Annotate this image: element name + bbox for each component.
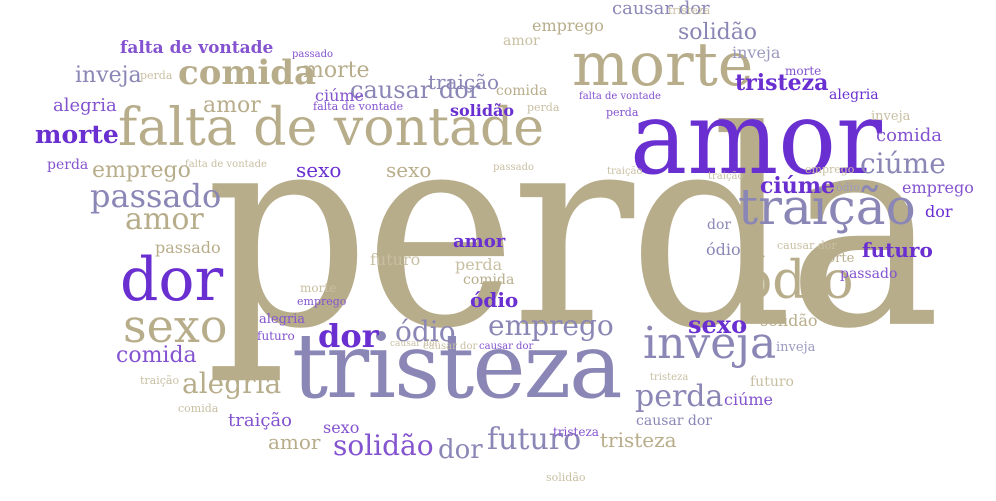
cloud-word-solidao-mid: solidão	[450, 101, 515, 120]
cloud-word-inveja-right: inveja	[871, 109, 911, 124]
cloud-word-emprego-top-right: emprego	[805, 163, 855, 176]
cloud-word-traicao-small: traição	[607, 166, 643, 177]
cloud-word-passado-mid: passado	[155, 238, 221, 257]
cloud-word-causar-dor-center: causar dor	[479, 341, 534, 352]
cloud-word-morte-mid: morte	[303, 58, 370, 83]
cloud-word-amor-mid: amor	[453, 231, 506, 252]
cloud-word-amor-large: amor	[630, 79, 882, 198]
cloud-word-emprego-center: emprego	[297, 295, 347, 308]
cloud-word-causar-dor-medium: causar dor	[350, 76, 481, 104]
cloud-word-causar-dor-small-left: causar dor	[423, 341, 478, 352]
cloud-word-futuro-right: futuro	[862, 238, 933, 262]
cloud-word-morte-left: morte	[35, 120, 119, 149]
cloud-word-falta-de-vontade-tiny: falta de vontade	[313, 100, 404, 113]
cloud-word-causar-dor-bottom-right: causar dor	[636, 413, 712, 429]
cloud-word-alegria-small-bottom: alegria	[259, 312, 306, 327]
cloud-word-causar-dor-tiny: causar dor	[390, 339, 439, 349]
cloud-word-perda-small-right: perda	[606, 106, 639, 119]
cloud-word-futuro-small-left: futuro	[257, 329, 295, 343]
cloud-word-tristeza-bottom: tristeza	[600, 428, 677, 452]
cloud-word-dor-center: dor	[318, 317, 379, 355]
cloud-word-dor-right: dor	[925, 202, 953, 221]
cloud-word-amor-top: amor	[503, 33, 540, 49]
cloud-word-ciume-medium: ciúme	[860, 147, 946, 180]
cloud-word-comida-left: comida	[116, 343, 197, 368]
cloud-word-sexo-mid-2: sexo	[386, 158, 432, 182]
cloud-word-odio-mid: ódio	[470, 288, 519, 312]
cloud-word-emprego-top: emprego	[532, 16, 604, 35]
cloud-word-comida-bottom-left: comida	[178, 402, 219, 415]
cloud-word-inveja-bottom-right: inveja	[776, 340, 816, 355]
cloud-word-comida-mid: comida	[463, 272, 515, 288]
cloud-word-perda-top-left: perda	[140, 69, 173, 82]
cloud-word-sexo-center: sexo	[688, 310, 748, 339]
cloud-word-traicao-left: traição	[140, 374, 180, 387]
cloud-word-passado-top: passado	[292, 49, 334, 60]
cloud-word-passado-medium: passado	[90, 177, 222, 215]
cloud-word-odio-right: ódio	[706, 240, 741, 259]
cloud-word-dor-bottom: dor	[438, 435, 483, 465]
cloud-word-sexo-bottom: sexo	[323, 418, 360, 437]
cloud-word-tristeza-small-top: tristeza	[668, 4, 711, 17]
cloud-word-inveja-large: inveja	[643, 318, 777, 369]
cloud-word-inveja-right-top: inveja	[732, 43, 781, 62]
cloud-word-perda-medium: perda	[635, 379, 724, 414]
cloud-word-odio-center: ódio	[395, 315, 456, 348]
cloud-word-tristeza-small-right: tristeza	[650, 372, 689, 383]
cloud-word-comida-medium: comida	[178, 53, 317, 93]
cloud-word-tristeza-small-bottom: tristeza	[553, 425, 599, 439]
cloud-word-morte-small-right: morte	[815, 251, 855, 266]
cloud-word-amor-bottom: amor	[268, 430, 321, 454]
cloud-word-ciume-bottom-right: ciúme	[724, 390, 774, 409]
cloud-word-emprego-left: emprego	[92, 158, 191, 183]
cloud-word-traicao-top: traição	[428, 70, 500, 94]
cloud-word-sexo-large: sexo	[123, 299, 228, 353]
cloud-word-falta-de-vontade-left-small: falta de vontade	[185, 159, 267, 170]
cloud-word-futuro-right-low: futuro	[750, 374, 794, 390]
cloud-word-traicao-bottom: traição	[228, 410, 292, 431]
cloud-word-perda-mid: perda	[455, 255, 503, 274]
cloud-word-traicao-small-right: traição	[708, 171, 744, 182]
cloud-word-perda-left: perda	[47, 157, 89, 173]
cloud-word-amor-medium: amor	[125, 202, 204, 237]
cloud-word-ciume-left-mid: ciúme	[315, 86, 365, 105]
cloud-word-alegria-left: alegria	[53, 95, 117, 116]
cloud-word-passado-center: passado	[493, 162, 535, 173]
cloud-word-tristeza-large: tristeza	[292, 314, 623, 419]
cloud-word-perda-small-bottom: perda	[527, 101, 560, 114]
cloud-word-solidao-small-bottom: solidão	[546, 471, 586, 484]
cloud-word-comida-top-mid: comida	[496, 83, 548, 99]
cloud-word-alegria-right: alegria	[829, 87, 879, 103]
cloud-word-comida-right: comida	[876, 125, 942, 146]
cloud-word-perda-main: perda	[205, 72, 941, 388]
cloud-word-amor-left-mid: amor	[203, 93, 261, 118]
cloud-word-dor-small-right: dor	[707, 217, 732, 233]
cloud-word-morte-right-top: morte	[785, 64, 822, 78]
cloud-word-morte-large: morte	[572, 30, 754, 100]
cloud-word-falta-de-vontade-top: falta de vontade	[120, 38, 274, 58]
cloud-word-passado-right: passado	[840, 266, 898, 282]
cloud-word-inveja-left: inveja	[75, 63, 142, 88]
cloud-word-solidao-right: solidão	[760, 311, 818, 330]
cloud-word-tristeza-medium: tristeza	[735, 70, 829, 96]
cloud-word-causar-dor-top: causar dor	[612, 0, 710, 19]
cloud-word-falta-de-vontade-large: falta de vontade	[118, 98, 545, 158]
cloud-word-futuro-mid: futuro	[370, 250, 421, 269]
cloud-word-emprego-medium: emprego	[488, 309, 614, 342]
cloud-word-odio-large: ódio	[741, 251, 854, 311]
cloud-word-causar-dor-right: causar dor	[777, 239, 837, 252]
cloud-word-morte-left-bottom: morte	[300, 281, 337, 295]
cloud-word-solidao-medium: solidão	[333, 429, 434, 462]
cloud-word-traicao-large: traição	[738, 178, 916, 236]
cloud-word-dor-large: dor	[120, 245, 224, 315]
cloud-word-odio-small-right: ódio	[836, 181, 860, 194]
cloud-word-emprego-right: emprego	[902, 178, 974, 197]
cloud-word-futuro-medium: futuro	[487, 422, 582, 457]
cloud-word-falta-de-vontade-small: falta de vontade	[579, 91, 661, 102]
cloud-word-sexo-mid: sexo	[296, 158, 342, 182]
cloud-word-ciume-right: ciúme	[760, 173, 836, 199]
cloud-word-alegria-medium: alegria	[182, 367, 282, 400]
cloud-word-solidao-top: solidão	[678, 20, 758, 45]
